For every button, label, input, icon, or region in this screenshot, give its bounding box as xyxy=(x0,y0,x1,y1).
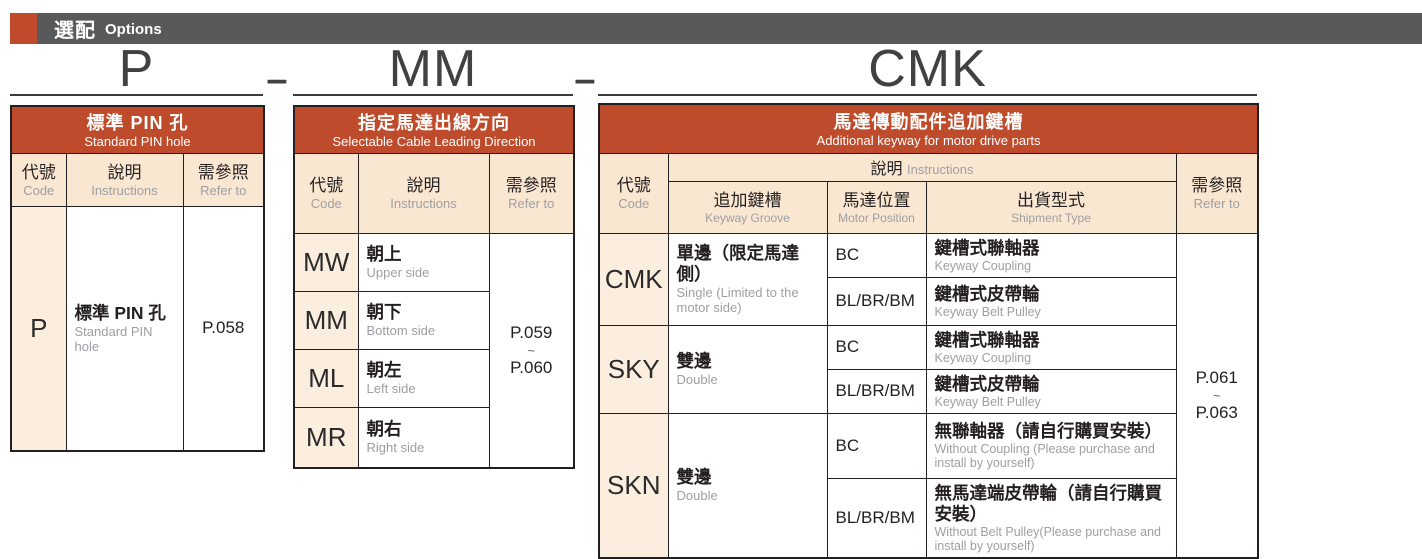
table-row: BL/BR/BM 鍵槽式皮帶輪 Keyway Belt Pulley xyxy=(599,276,1258,326)
refer-cell: P.058 xyxy=(182,205,265,452)
banner-bar: 選配 Options xyxy=(37,13,1422,44)
table-title: 標準 PIN 孔 Standard PIN hole xyxy=(10,105,265,154)
motor-position-cell: BL/BR/BM xyxy=(826,276,927,326)
table-row: CMK 單邊（限定馬達側） Single (Limited to the mot… xyxy=(598,232,1259,559)
col-header-code: 代號 Code xyxy=(10,152,67,207)
option-code-mm: MM xyxy=(293,43,573,96)
table-cable-leading-direction: 指定馬達出線方向 Selectable Cable Leading Direct… xyxy=(293,105,575,469)
table-title-zh: 標準 PIN 孔 xyxy=(86,113,189,134)
banner-title-zh: 選配 xyxy=(54,20,96,42)
refer-cell: P.061 ~ P.063 xyxy=(1175,232,1259,559)
table-row: MR 朝右 Right side xyxy=(293,406,574,469)
keyway-groove-cell: 雙邊 Double xyxy=(667,324,828,414)
table-additional-keyway: 馬達傳動配件追加鍵槽 Additional keyway for motor d… xyxy=(598,103,1260,559)
refer-cell: P.059 ~ P.060 xyxy=(488,232,575,469)
option-code-p: P xyxy=(10,43,263,96)
col-header-refer-to: 需參照 Refer to xyxy=(1175,152,1259,234)
code-cell: P xyxy=(10,205,67,452)
shipment-type-cell: 鍵槽式聯軸器 Keyway Coupling xyxy=(925,232,1177,278)
banner-title-en: Options xyxy=(105,21,162,38)
table-row: ML 朝左 Left side xyxy=(293,348,574,408)
col-header-refer-to: 需參照 Refer to xyxy=(182,152,265,207)
instruction-cell: 朝右 Right side xyxy=(357,406,490,469)
motor-position-cell: BC xyxy=(826,324,927,370)
table-row: BL/BR/BM 無馬達端皮帶輪（請自行購買安裝） Without Belt P… xyxy=(599,477,1258,559)
table-row: P 標準 PIN 孔 Standard PIN hole P.058 xyxy=(10,205,265,452)
table-standard-pin-hole: 標準 PIN 孔 Standard PIN hole 代號 Code 說明 In… xyxy=(10,105,265,452)
col-header-instructions: 說明 Instructions xyxy=(667,152,1177,182)
code-cell: SKY xyxy=(598,324,669,414)
shipment-type-cell: 鍵槽式聯軸器 Keyway Coupling xyxy=(925,324,1177,370)
code-cell: MW xyxy=(293,232,359,292)
instruction-cell: 朝左 Left side xyxy=(357,348,490,408)
instruction-cell: 標準 PIN 孔 Standard PIN hole xyxy=(65,205,184,452)
col-header-instructions: 說明 Instructions xyxy=(65,152,184,207)
section-banner: 選配 Options xyxy=(10,13,1422,44)
table-row: SKN 雙邊 Double BC 無聯軸器（請自行購買安裝） Without C… xyxy=(598,412,1258,559)
instruction-cell: 朝上 Upper side xyxy=(357,232,490,292)
keyway-groove-cell: 雙邊 Double xyxy=(667,412,828,559)
motor-position-cell: BC xyxy=(826,232,927,278)
table-title-en: Additional keyway for motor drive parts xyxy=(816,133,1041,149)
table-title: 指定馬達出線方向 Selectable Cable Leading Direct… xyxy=(293,105,575,154)
option-separator-2: – xyxy=(574,59,596,101)
shipment-type-cell: 無聯軸器（請自行購買安裝） Without Coupling (Please p… xyxy=(925,412,1177,479)
col-header-instructions: 說明 Instructions xyxy=(357,152,490,234)
code-cell: MM xyxy=(293,290,359,350)
table-title-zh: 馬達傳動配件追加鍵槽 xyxy=(833,112,1024,133)
table-row: SKY 雙邊 Double BC 鍵槽式聯軸器 Keyway Coupling xyxy=(598,324,1258,414)
motor-position-cell: BL/BR/BM xyxy=(826,368,927,414)
table-row: MM 朝下 Bottom side xyxy=(293,290,574,350)
table-row: BL/BR/BM 鍵槽式皮帶輪 Keyway Belt Pulley xyxy=(599,368,1258,414)
code-cell: ML xyxy=(293,348,359,408)
instruction-cell: 朝下 Bottom side xyxy=(357,290,490,350)
option-separator-1: – xyxy=(266,59,288,101)
shipment-type-cell: 鍵槽式皮帶輪 Keyway Belt Pulley xyxy=(925,368,1177,414)
col-header-keyway-groove: 追加鍵槽 Keyway Groove xyxy=(667,180,828,234)
shipment-type-cell: 鍵槽式皮帶輪 Keyway Belt Pulley xyxy=(925,276,1177,326)
code-cell: SKN xyxy=(598,412,669,559)
table-title: 馬達傳動配件追加鍵槽 Additional keyway for motor d… xyxy=(598,103,1259,154)
code-cell: CMK xyxy=(598,232,669,326)
table-title-en: Selectable Cable Leading Direction xyxy=(332,134,536,150)
col-header-code: 代號 Code xyxy=(598,152,669,234)
table-title-en: Standard PIN hole xyxy=(84,134,191,150)
banner-accent-square xyxy=(10,13,37,44)
col-header-refer-to: 需參照 Refer to xyxy=(488,152,575,234)
code-cell: MR xyxy=(293,406,359,469)
motor-position-cell: BL/BR/BM xyxy=(826,477,927,559)
col-header-code: 代號 Code xyxy=(293,152,359,234)
col-header-shipment-type: 出貨型式 Shipment Type xyxy=(925,180,1177,234)
table-row: MW 朝上 Upper side P.059 ~ P.060 xyxy=(293,232,575,469)
option-code-cmk: CMK xyxy=(598,43,1257,96)
motor-position-cell: BC xyxy=(826,412,927,479)
table-title-zh: 指定馬達出線方向 xyxy=(358,113,510,134)
keyway-groove-cell: 單邊（限定馬達側） Single (Limited to the motor s… xyxy=(667,232,828,326)
col-header-motor-position: 馬達位置 Motor Position xyxy=(826,180,927,234)
shipment-type-cell: 無馬達端皮帶輪（請自行購買安裝） Without Belt Pulley(Ple… xyxy=(925,477,1177,559)
